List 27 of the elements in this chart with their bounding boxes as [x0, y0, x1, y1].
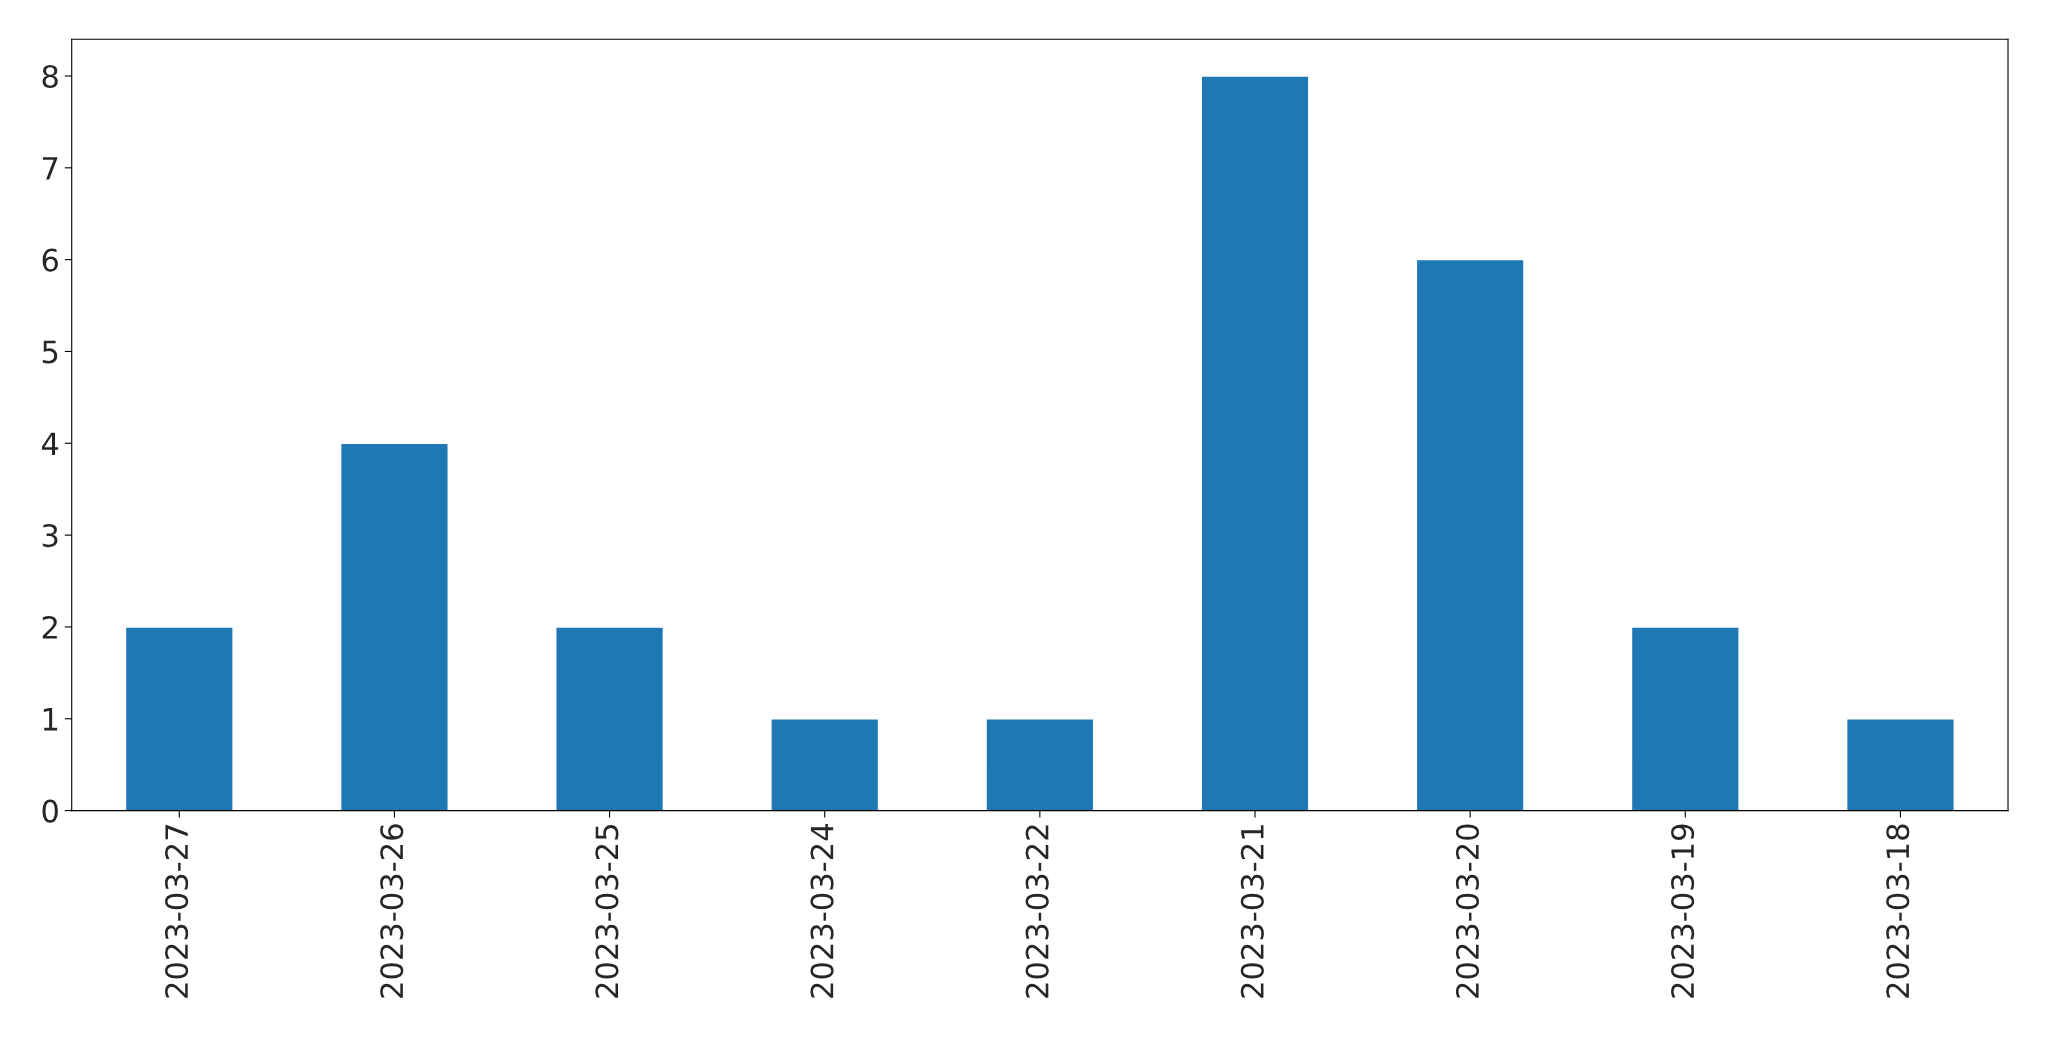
y-tick-label: 8: [42, 64, 58, 89]
y-tick-label: 7: [42, 157, 58, 180]
y-tick-label: 0: [42, 799, 58, 823]
bar: [124, 626, 234, 811]
x-tick-label: 2023-03-21: [1240, 825, 1264, 998]
x-tick-label: 2023-03-22: [1025, 825, 1049, 998]
x-tick-label: 2023-03-20: [1455, 824, 1480, 998]
bar: [339, 442, 449, 811]
x-tick-label: 2023-03-18: [1886, 824, 1910, 998]
bar: [1630, 626, 1740, 811]
bar: [985, 718, 1095, 811]
x-tick-label: 2023-03-26: [380, 824, 404, 998]
y-tick-label: 2: [42, 615, 57, 639]
bar: [1415, 258, 1525, 811]
bar: [1200, 75, 1310, 811]
y-tick-label: 1: [43, 708, 58, 731]
x-tick-label: 2023-03-27: [165, 825, 189, 998]
x-tick-label: 2023-03-24: [810, 824, 834, 998]
x-tick-label: 2023-03-19: [1671, 824, 1695, 998]
y-tick-label: 3: [42, 524, 58, 548]
y-tick-label: 6: [42, 248, 58, 272]
y-tick-label: 5: [42, 340, 58, 364]
bar: [555, 626, 665, 811]
y-tick-label: 4: [41, 432, 59, 455]
bar: [770, 718, 880, 811]
x-tick-label: 2023-03-25: [595, 825, 619, 998]
bar: [1845, 718, 1955, 811]
